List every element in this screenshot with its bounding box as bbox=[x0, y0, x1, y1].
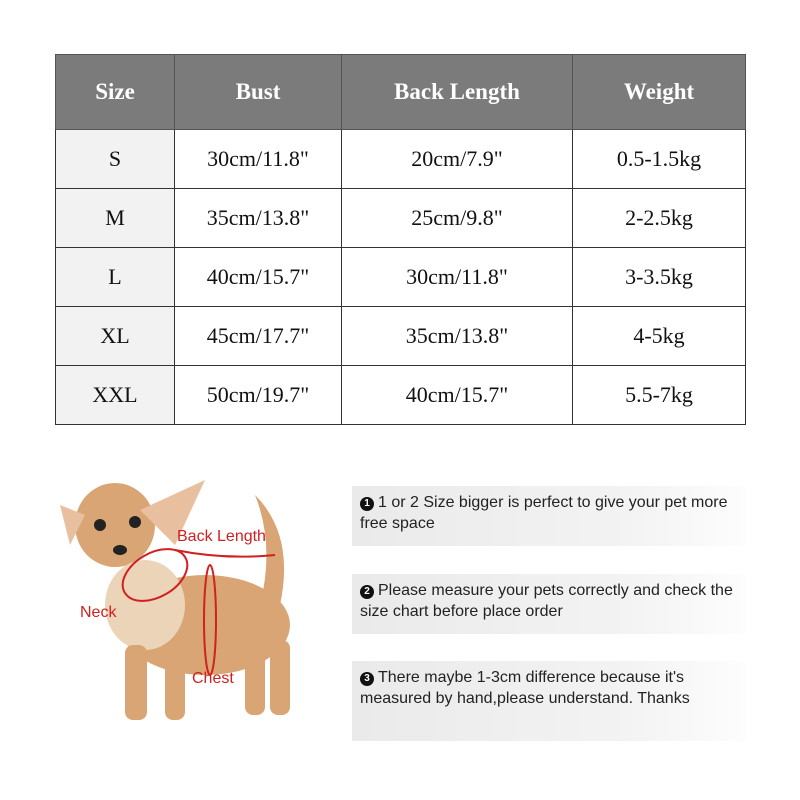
note-text: 1 or 2 Size bigger is perfect to give yo… bbox=[360, 494, 728, 532]
bust-cell: 30cm/11.8" bbox=[174, 129, 342, 189]
chest-label: Chest bbox=[192, 670, 234, 687]
table-row: M 35cm/13.8" 25cm/9.8" 2-2.5kg bbox=[55, 188, 746, 248]
weight-cell: 2-2.5kg bbox=[572, 188, 746, 248]
size-cell: L bbox=[55, 247, 175, 307]
weight-cell: 4-5kg bbox=[572, 306, 746, 366]
dog-icon bbox=[60, 480, 290, 720]
note-2: 2 Please measure your pets correctly and … bbox=[352, 574, 746, 634]
note-text: There maybe 1-3cm difference because it'… bbox=[360, 669, 690, 707]
table-row: XL 45cm/17.7" 35cm/13.8" 4-5kg bbox=[55, 306, 746, 366]
table-row: XXL 50cm/19.7" 40cm/15.7" 5.5-7kg bbox=[55, 365, 746, 425]
bust-cell: 45cm/17.7" bbox=[174, 306, 342, 366]
number-1-icon: 1 bbox=[360, 497, 374, 511]
back-length-cell: 25cm/9.8" bbox=[341, 188, 573, 248]
size-chart-table: Size Bust Back Length Weight S 30cm/11.8"… bbox=[55, 54, 746, 425]
weight-cell: 5.5-7kg bbox=[572, 365, 746, 425]
size-cell: M bbox=[55, 188, 175, 248]
header-bust: Bust bbox=[174, 54, 342, 130]
header-weight: Weight bbox=[572, 54, 746, 130]
weight-cell: 0.5-1.5kg bbox=[572, 129, 746, 189]
note-3: 3 There maybe 1-3cm difference because it… bbox=[352, 661, 746, 741]
measurement-arrows bbox=[121, 548, 276, 676]
dog-measurement-illustration bbox=[60, 480, 290, 720]
size-cell: S bbox=[55, 129, 175, 189]
number-2-icon: 2 bbox=[360, 585, 374, 599]
back-length-label: Back Length bbox=[177, 528, 266, 545]
back-length-cell: 40cm/15.7" bbox=[341, 365, 573, 425]
size-cell: XXL bbox=[55, 365, 175, 425]
number-3-icon: 3 bbox=[360, 672, 374, 686]
back-length-cell: 30cm/11.8" bbox=[341, 247, 573, 307]
back-length-cell: 20cm/7.9" bbox=[341, 129, 573, 189]
weight-cell: 3-3.5kg bbox=[572, 247, 746, 307]
bust-cell: 35cm/13.8" bbox=[174, 188, 342, 248]
table-header: Size Bust Back Length Weight bbox=[55, 54, 746, 130]
header-size: Size bbox=[55, 54, 175, 130]
note-text: Please measure your pets correctly and c… bbox=[360, 582, 733, 620]
back-length-cell: 35cm/13.8" bbox=[341, 306, 573, 366]
bust-cell: 50cm/19.7" bbox=[174, 365, 342, 425]
size-cell: XL bbox=[55, 306, 175, 366]
neck-label: Neck bbox=[80, 604, 117, 621]
header-back-length: Back Length bbox=[341, 54, 573, 130]
table-row: S 30cm/11.8" 20cm/7.9" 0.5-1.5kg bbox=[55, 129, 746, 189]
table-row: L 40cm/15.7" 30cm/11.8" 3-3.5kg bbox=[55, 247, 746, 307]
bust-cell: 40cm/15.7" bbox=[174, 247, 342, 307]
